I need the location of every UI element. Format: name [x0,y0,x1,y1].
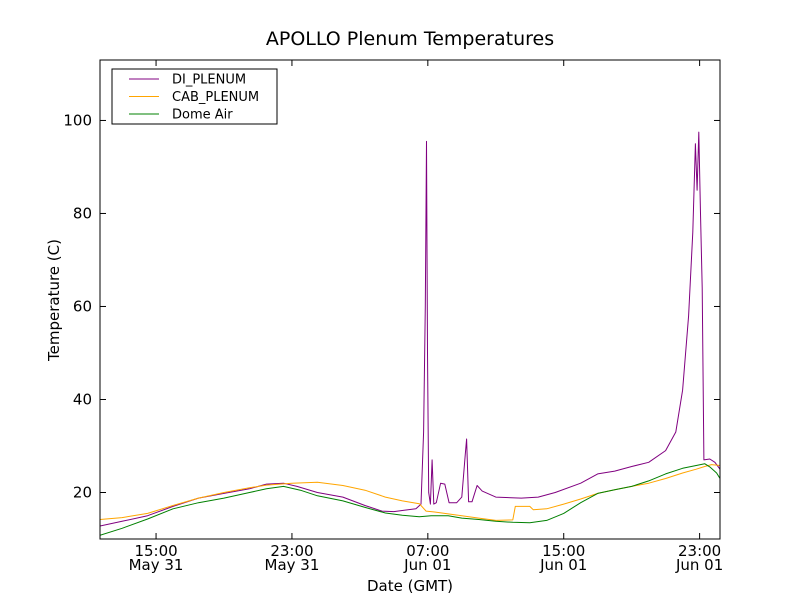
legend-label: Dome Air [172,108,233,123]
y-tick-label: 80 [73,204,92,222]
x-axis-label: Date (GMT) [367,577,453,595]
x-tick-label-date: May 31 [129,556,184,574]
x-tick-label-date: May 31 [265,556,320,574]
series-layer [100,131,720,536]
x-tick-label-time: 23:00 [270,542,313,560]
y-tick-label: 60 [73,297,92,315]
y-tick-label: 40 [73,390,92,408]
y-axis-label: Temperature (C) [45,239,63,362]
series-line-cab-plenum [100,464,720,521]
y-tick-label: 100 [63,111,92,129]
x-tick-label-date: Jun 01 [403,556,451,574]
y-tick-label: 20 [73,483,92,501]
plot-frame [99,59,721,540]
x-tick-label-time: 15:00 [542,542,585,560]
x-tick-label-date: Jun 01 [675,556,723,574]
legend: DI_PLENUM CAB_PLENUM Dome Air [111,68,278,125]
legend-label: CAB_PLENUM [172,90,259,105]
x-tick-label-time: 15:00 [134,542,177,560]
x-tick-label-date: Jun 01 [539,556,587,574]
x-tick-label-time: 23:00 [678,542,721,560]
legend-label: DI_PLENUM [172,73,246,88]
series-line-di-plenum [100,131,720,527]
series-line-dome-air [100,463,720,536]
x-tick-label-time: 07:00 [406,542,449,560]
chart-title: APOLLO Plenum Temperatures [266,28,554,50]
